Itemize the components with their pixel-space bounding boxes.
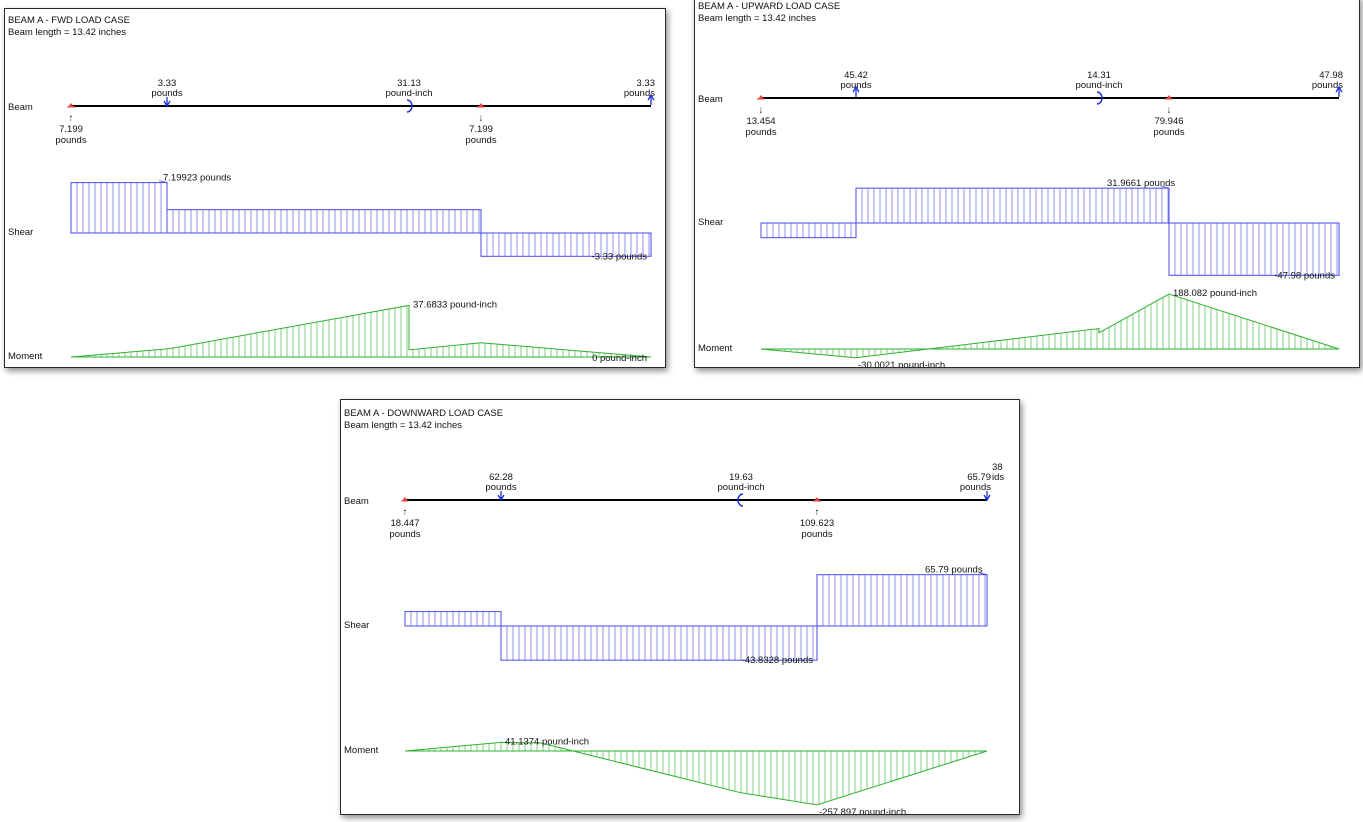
moment-min-label: -30.0021 pound-inch [858,360,945,367]
row-label-shear: Shear [8,227,33,238]
moment-max-label: 188.082 pound-inch [1173,288,1257,299]
reaction-value: 18.447 [390,518,419,529]
moment-max-label: 37.6833 pound-inch [413,299,497,310]
force-arrow-down-icon [163,100,171,108]
load-value: 3.33 [158,78,177,89]
moment-outline [70,304,652,358]
moment-end-label: 0 pound-inch [592,353,647,364]
reaction-arrow-icon: ↓ [479,113,484,124]
moment-arc-icon [1096,91,1103,105]
panel-subtitle: Beam length = 13.42 inches [8,27,126,38]
downward-load-case-panel: BEAM A - DOWNWARD LOAD CASE Beam length =… [340,399,1020,815]
load-unit: pound-inch [385,88,432,99]
shear-max-label: 31.9661 pounds [1107,178,1175,189]
panel-title: BEAM A - UPWARD LOAD CASE [698,1,840,12]
reaction-unit: pounds [745,127,776,138]
shear-block [500,625,818,661]
load-value: 45.42 [844,70,868,81]
shear-block [816,574,988,627]
load-unit: pound-inch [717,482,764,493]
support-pin-icon [402,497,408,501]
moment-max-label: 41.1374 pound-inch [505,736,589,747]
panel-subtitle: Beam length = 13.42 inches [344,420,462,431]
reaction-value: 109.623 [800,518,834,529]
shear-leader [158,180,168,183]
shear-min-label: -47.98 pounds [1274,270,1335,281]
shear-block [855,187,1170,224]
shear-max-label: 7.19923 pounds [163,173,231,184]
reaction-value: 7.199 [59,124,83,135]
load-value: 65.79 [967,472,991,483]
load-unit: pounds [485,482,516,493]
reaction-arrow-icon: ↓ [1167,105,1172,116]
moment-min-label: -257.897 pound-inch [819,807,906,814]
support-pin-icon [68,103,74,107]
reaction-unit: pounds [389,529,420,540]
force-arrow-down-icon [497,494,505,502]
reaction-value: 79.946 [1154,116,1183,127]
force-arrow-up-icon [852,85,860,93]
moment-arc-icon [737,493,744,507]
force-arrow-up-icon [647,93,655,101]
overlap-fragment: ids [992,472,1004,483]
shear-min-label: -3.33 pounds [592,251,648,262]
shear-block [166,209,482,234]
load-value: 3.33 [637,78,656,89]
reaction-arrow-icon: ↑ [69,113,74,124]
upward-load-case-panel: BEAM A - UPWARD LOAD CASE Beam length = 1… [694,0,1360,368]
reaction-arrow-icon: ↓ [759,105,764,116]
shear-block [480,232,652,257]
reaction-value: 7.199 [469,124,493,135]
reaction-unit: pounds [465,135,496,146]
panel-subtitle: Beam length = 13.42 inches [698,13,816,24]
panel-title: BEAM A - DOWNWARD LOAD CASE [344,408,503,419]
load-value: 47.98 [1319,70,1343,81]
reaction-unit: pounds [55,135,86,146]
load-value: 31.13 [397,78,421,89]
load-unit: pounds [151,88,182,99]
row-label-shear: Shear [698,217,723,228]
row-label-moment: Moment [8,351,43,362]
load-value: 14.31 [1087,70,1111,81]
shear-max-label: 65.79 pounds [925,565,983,576]
row-label-shear: Shear [344,620,369,631]
fwd-load-case-panel: BEAM A - FWD LOAD CASE Beam length = 13.4… [4,8,666,368]
support-pin-icon [758,95,764,99]
row-label-moment: Moment [698,343,733,354]
row-label-beam: Beam [8,102,33,113]
row-label-beam: Beam [698,94,723,105]
load-value: 19.63 [729,472,753,483]
moment-outline [760,293,1340,359]
shear-min-label: -43.8328 pounds [742,655,814,666]
load-value: 62.28 [489,472,513,483]
shear-leader [1160,185,1170,189]
panel-title: BEAM A - FWD LOAD CASE [8,15,130,26]
shear-block [1168,222,1340,276]
moment-outline [404,741,988,806]
load-unit: pounds [1312,80,1343,91]
reaction-arrow-icon: ↑ [403,507,408,518]
reaction-arrow-icon: ↑ [815,507,820,518]
force-arrow-down-icon [983,494,991,502]
load-unit: pounds [840,80,871,91]
moment-arc-icon [406,99,413,113]
shear-leader [978,572,988,576]
force-arrow-up-icon [1335,85,1343,93]
load-unit: pounds [960,482,991,493]
reaction-value: 13.454 [746,116,775,127]
load-unit: pounds [624,88,655,99]
overlap-fragment: 38 [992,462,1003,473]
row-label-beam: Beam [344,496,369,507]
row-label-moment: Moment [344,745,379,756]
load-unit: pound-inch [1075,80,1122,91]
support-pin-icon [478,103,484,107]
reaction-unit: pounds [801,529,832,540]
reaction-unit: pounds [1153,127,1184,138]
support-pin-icon [814,497,820,501]
shear-block [760,222,857,239]
support-pin-icon [1166,95,1172,99]
